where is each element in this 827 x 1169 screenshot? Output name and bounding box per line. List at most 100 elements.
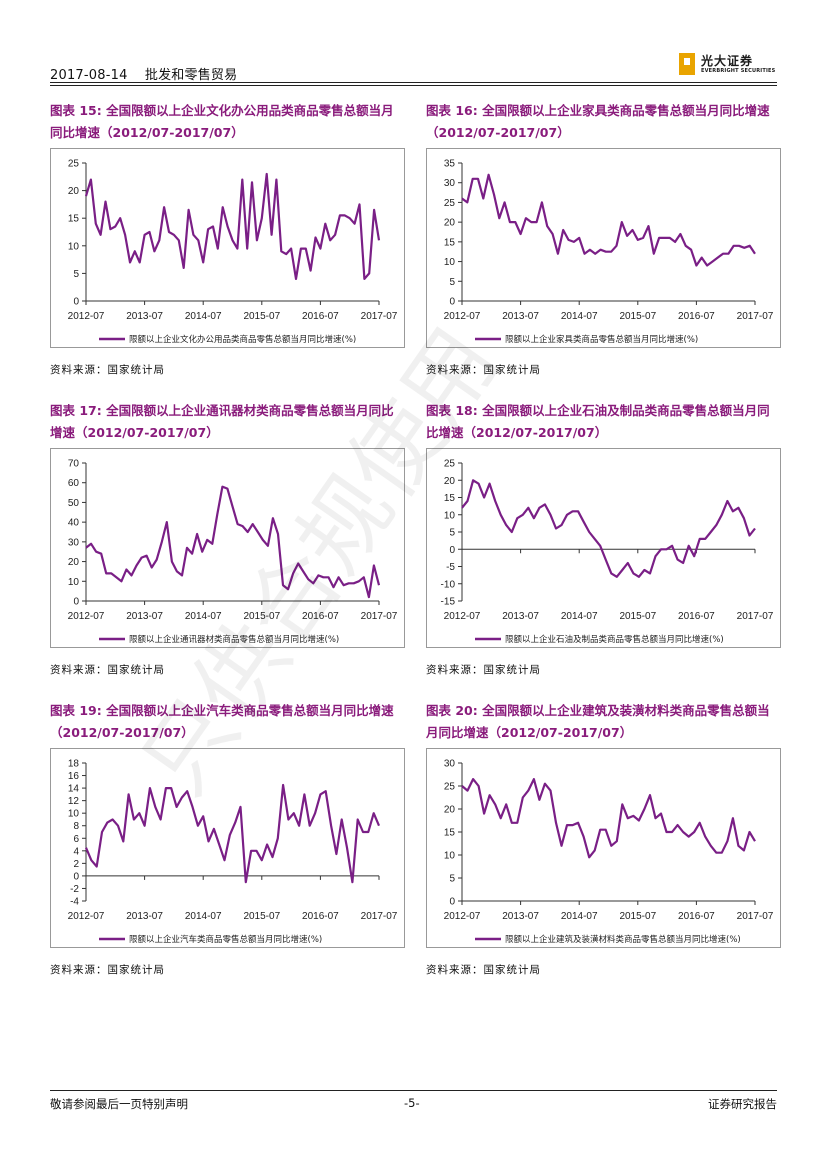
series-line: [84, 783, 381, 884]
series-line: [461, 479, 756, 578]
y-tick-label: 25: [444, 782, 456, 793]
y-tick-label: 20: [444, 805, 456, 816]
y-tick-label: -15: [441, 597, 456, 608]
chart-frame: -15 -10 -5 0 5 10 15 20 25 2012-07 2013-07 2014-07 2…: [426, 448, 781, 648]
figure-title: 图表 18: 全国限额以上企业石油及制品类商品零售总额当月同比增速（2012/0…: [426, 403, 770, 440]
y-tick-label: 20: [444, 476, 456, 487]
x-tick-label: 2016-07: [302, 311, 339, 322]
x-tick-label: 2013-07: [502, 911, 539, 922]
legend-label: 限额以上企业文化办公用品类商品零售总额当月同比增速(%): [129, 334, 356, 345]
line-chart: -15 -10 -5 0 5 10 15 20 25 2012-07 2013-07 2014-07 2…: [441, 459, 774, 646]
y-tick-label: 10: [68, 809, 80, 820]
y-tick-label: 10: [68, 577, 80, 588]
y-tick-label: 15: [444, 493, 456, 504]
x-tick-label: 2016-07: [678, 611, 715, 622]
x-tick-label: 2013-07: [126, 911, 163, 922]
footer-doc-type: 证券研究报告: [708, 1097, 777, 1111]
y-tick-label: 20: [68, 557, 80, 568]
y-tick-label: 30: [444, 759, 456, 770]
x-tick-label: 2017-07: [361, 611, 398, 622]
legend-label: 限额以上企业建筑及装潢材料类商品零售总额当月同比增速(%): [505, 934, 741, 945]
x-tick-label: 2015-07: [243, 311, 280, 322]
x-tick-label: 2013-07: [502, 611, 539, 622]
chart-frame: 0 5 10 15 20 25 30 35 2012-07 2013-07 2014-07 2015-…: [426, 148, 781, 348]
figure-source: 资料来源：国家统计局: [50, 964, 165, 976]
legend-label: 限额以上企业石油及制品类商品零售总额当月同比增速(%): [505, 634, 724, 645]
logo-english-name: EVERBRIGHT SECURITIES: [701, 68, 776, 74]
y-tick-label: 35: [444, 159, 456, 170]
y-tick-label: 0: [449, 545, 455, 556]
y-tick-label: 15: [444, 828, 456, 839]
series-line: [461, 173, 756, 267]
y-tick-label: 2: [73, 859, 79, 870]
y-tick-label: -4: [70, 897, 79, 908]
x-tick-label: 2014-07: [185, 911, 222, 922]
logo-mark-icon: [679, 53, 695, 75]
y-tick-label: 25: [68, 159, 80, 170]
line-chart: 0 5 10 15 20 25 30 2012-07 2013-07 2014-07 2015-07…: [444, 759, 774, 946]
y-tick-label: 30: [444, 178, 456, 189]
report-header: 2017-08-14 批发和零售贸易: [50, 64, 237, 83]
header-rule-thin: [50, 85, 777, 86]
y-tick-label: 60: [68, 478, 80, 489]
x-tick-label: 2012-07: [444, 311, 481, 322]
x-tick-label: 2014-07: [561, 911, 598, 922]
y-tick-label: 0: [449, 897, 455, 908]
y-tick-label: 50: [68, 498, 80, 509]
figure-title: 图表 16: 全国限额以上企业家具类商品零售总额当月同比增速（2012/07-2…: [426, 103, 770, 140]
report-date: 2017-08-14: [50, 68, 128, 83]
x-tick-label: 2016-07: [678, 311, 715, 322]
footer-rule: [50, 1090, 777, 1091]
x-tick-label: 2014-07: [561, 611, 598, 622]
y-tick-label: 4: [73, 846, 79, 857]
line-chart: 0 10 20 30 40 50 60 70 2012-07 2013-07 2014-07 2015…: [68, 459, 398, 646]
x-tick-label: 2016-07: [302, 911, 339, 922]
y-tick-label: 20: [444, 218, 456, 229]
x-tick-label: 2012-07: [68, 611, 105, 622]
figure-title: 图表 17: 全国限额以上企业通讯器材类商品零售总额当月同比增速（2012/07…: [50, 403, 394, 440]
y-tick-label: 10: [444, 257, 456, 268]
x-tick-label: 2017-07: [737, 311, 774, 322]
x-tick-label: 2017-07: [737, 611, 774, 622]
figure-source: 资料来源：国家统计局: [426, 364, 541, 376]
y-tick-label: 12: [68, 796, 80, 807]
company-logo: 光大证券 EVERBRIGHT SECURITIES: [679, 52, 777, 78]
series-line: [461, 778, 756, 859]
x-tick-label: 2014-07: [185, 611, 222, 622]
x-tick-label: 2014-07: [185, 311, 222, 322]
y-tick-label: 5: [73, 269, 79, 280]
footer-disclaimer: 敬请参阅最后一页特别声明: [50, 1097, 188, 1111]
series-line: [84, 172, 381, 280]
chart-frame: -4 -2 0 2 4 6 8 10 12 14 16 18 2012-07 2013-07 2014-07…: [50, 748, 405, 948]
x-tick-label: 2012-07: [68, 311, 105, 322]
y-tick-label: 5: [449, 874, 455, 885]
x-tick-label: 2012-07: [444, 911, 481, 922]
chart-frame: 0 10 20 30 40 50 60 70 2012-07 2013-07 2014-07 2015…: [50, 448, 405, 648]
legend-label: 限额以上企业汽车类商品零售总额当月同比增速(%): [129, 934, 322, 945]
x-tick-label: 2015-07: [619, 311, 656, 322]
y-tick-label: 5: [449, 277, 455, 288]
y-tick-label: -2: [70, 884, 79, 895]
x-tick-label: 2015-07: [619, 611, 656, 622]
chart-frame: 0 5 10 15 20 25 2012-07 2013-07 2014-07 2015-07 20…: [50, 148, 405, 348]
figure-title: 图表 19: 全国限额以上企业汽车类商品零售总额当月同比增速（2012/07-2…: [50, 703, 394, 740]
y-tick-label: 15: [68, 214, 80, 225]
x-tick-label: 2017-07: [361, 911, 398, 922]
x-tick-label: 2017-07: [361, 311, 398, 322]
y-tick-label: 70: [68, 459, 80, 470]
y-tick-label: -10: [441, 579, 456, 590]
y-tick-label: -5: [446, 562, 455, 573]
figure-source: 资料来源：国家统计局: [50, 364, 165, 376]
logo-chinese-name: 光大证券: [701, 54, 754, 68]
legend-label: 限额以上企业通讯器材类商品零售总额当月同比增速(%): [129, 634, 339, 645]
y-tick-label: 18: [68, 759, 80, 770]
y-tick-label: 0: [73, 297, 79, 308]
x-tick-label: 2017-07: [737, 911, 774, 922]
x-tick-label: 2016-07: [302, 611, 339, 622]
x-tick-label: 2015-07: [243, 611, 280, 622]
y-tick-label: 40: [68, 518, 80, 529]
y-tick-label: 0: [73, 597, 79, 608]
figure-source: 资料来源：国家统计局: [426, 964, 541, 976]
y-tick-label: 20: [68, 186, 80, 197]
